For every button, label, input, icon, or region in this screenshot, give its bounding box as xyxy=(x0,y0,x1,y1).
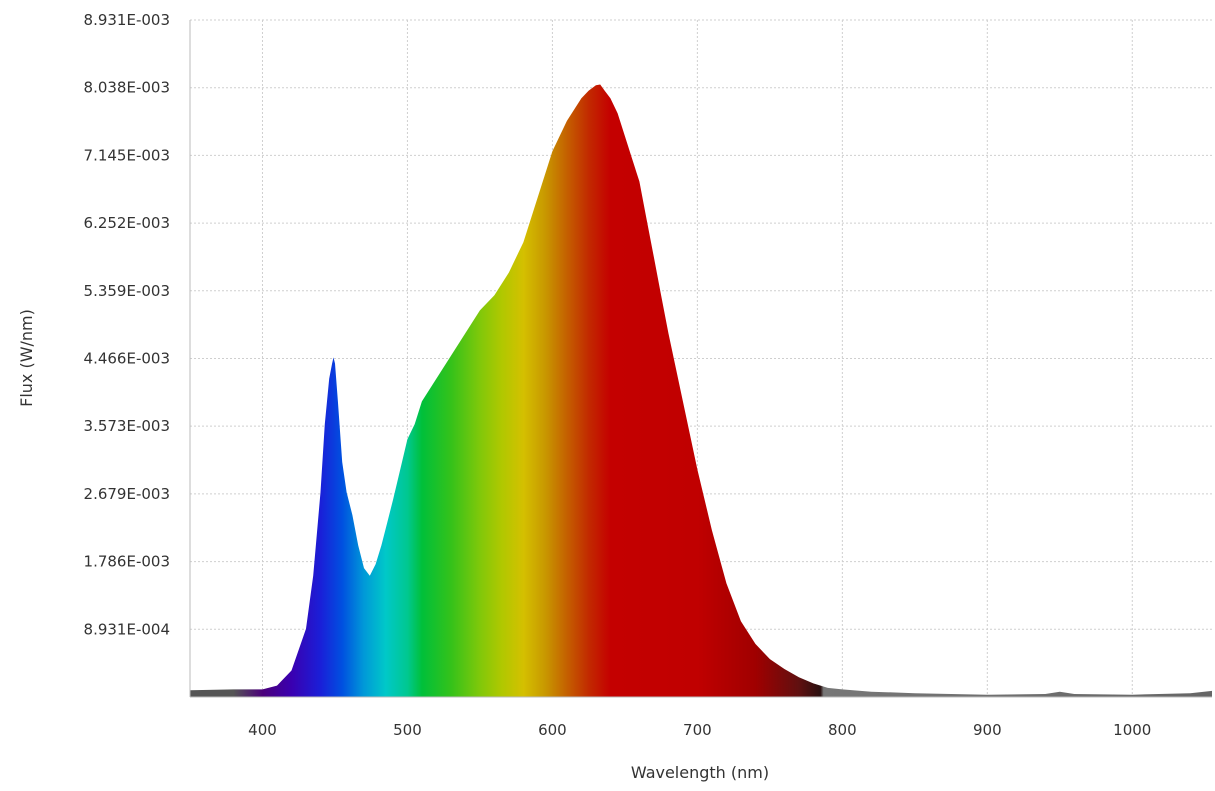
x-tick-label: 500 xyxy=(393,721,422,739)
y-tick-label: 1.786E-003 xyxy=(84,553,170,571)
y-tick-label: 6.252E-003 xyxy=(84,214,170,232)
y-tick-labels: 8.931E-004 1.786E-003 2.679E-003 3.573E-003… xyxy=(84,11,170,638)
y-tick-label: 8.038E-003 xyxy=(84,79,170,97)
x-tick-label: 400 xyxy=(248,721,277,739)
x-tick-label: 800 xyxy=(828,721,857,739)
x-tick-label: 600 xyxy=(538,721,567,739)
x-tick-label: 1000 xyxy=(1113,721,1151,739)
y-tick-label: 2.679E-003 xyxy=(84,485,170,503)
x-tick-labels: 400 500 600 700 800 900 1000 xyxy=(248,721,1151,739)
y-tick-label: 5.359E-003 xyxy=(84,282,170,300)
y-tick-label: 8.931E-004 xyxy=(84,620,170,638)
y-axis-title: Flux (W/nm) xyxy=(17,309,36,407)
y-tick-label: 3.573E-003 xyxy=(84,417,170,435)
spectrum-area xyxy=(190,84,1212,697)
y-tick-label: 7.145E-003 xyxy=(84,146,170,164)
y-tick-label: 8.931E-003 xyxy=(84,11,170,29)
x-axis-title: Wavelength (nm) xyxy=(631,763,769,782)
x-tick-label: 900 xyxy=(973,721,1002,739)
y-tick-label: 4.466E-003 xyxy=(84,349,170,367)
x-tick-label: 700 xyxy=(683,721,712,739)
